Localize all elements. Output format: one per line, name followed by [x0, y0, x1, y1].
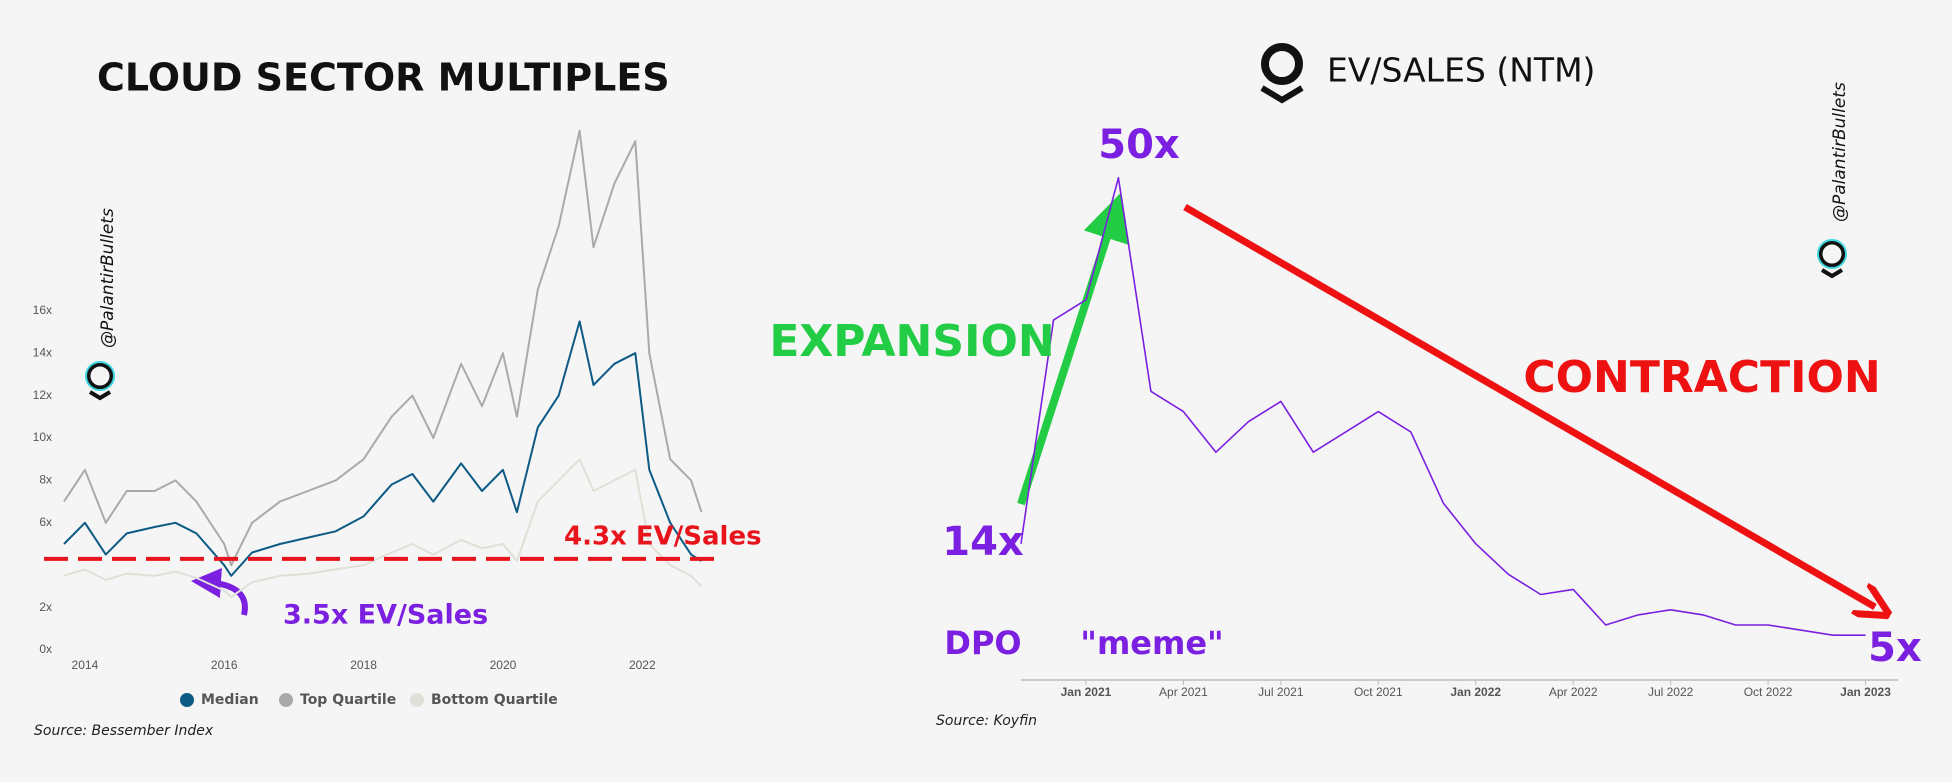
legend-label: Bottom Quartile — [431, 692, 558, 708]
watermark: @PalantirBullets — [1830, 82, 1850, 222]
legend-marker — [180, 693, 194, 707]
annotation: 5x — [1868, 625, 1922, 671]
source: Source: Koyfin — [936, 713, 1037, 729]
annotation: 14x — [942, 519, 1024, 565]
legend-marker — [410, 693, 424, 707]
x-tick-label: Apr 2021 — [1159, 685, 1208, 699]
series-line — [63, 458, 703, 598]
legend-label: Top Quartile — [300, 692, 396, 708]
y-tick-label: 14x — [33, 345, 52, 359]
legend-label: Median — [201, 692, 259, 708]
series-line — [1020, 177, 1866, 636]
annotation: DPO — [944, 624, 1021, 662]
watermark-icon — [1817, 239, 1847, 279]
reference-label: 4.3x EV/Sales — [564, 521, 762, 551]
watermark: @PalantirBullets — [98, 208, 118, 348]
annotation: EXPANSION — [769, 316, 1054, 367]
x-tick-label: Oct 2022 — [1744, 685, 1793, 699]
x-tick-label: 2022 — [629, 658, 656, 672]
x-tick-label: Oct 2021 — [1354, 685, 1403, 699]
y-tick-label: 6x — [39, 515, 52, 529]
source: Source: Bessember Index — [34, 723, 214, 739]
x-tick-label: 2020 — [490, 658, 517, 672]
y-tick-label: 10x — [33, 430, 52, 444]
y-tick-label: 12x — [33, 388, 52, 402]
x-tick-label: Jul 2022 — [1648, 685, 1694, 699]
x-tick-label: Jan 2023 — [1840, 685, 1891, 699]
x-tick-label: 2016 — [211, 658, 238, 672]
y-tick-label: 0x — [39, 642, 52, 656]
annotation: CONTRACTION — [1523, 352, 1880, 403]
annotation: 3.5x EV/Sales — [283, 600, 488, 631]
x-tick-label: Jan 2022 — [1450, 685, 1501, 699]
annotation: "meme" — [1080, 624, 1223, 662]
logo — [1260, 43, 1304, 104]
legend-marker — [279, 693, 293, 707]
x-tick-label: Jan 2021 — [1061, 685, 1112, 699]
x-tick-label: Apr 2022 — [1549, 685, 1598, 699]
expansion-arrow — [1017, 192, 1130, 506]
left-title: CLOUD SECTOR MULTIPLES — [97, 56, 670, 100]
annotation: 50x — [1098, 122, 1180, 168]
watermark-icon — [85, 361, 115, 401]
right-title: EV/SALES (NTM) — [1327, 51, 1595, 90]
y-tick-label: 8x — [39, 473, 52, 487]
y-tick-label: 2x — [39, 600, 52, 614]
x-tick-label: Jul 2021 — [1258, 685, 1304, 699]
contraction-arrow — [1183, 203, 1875, 607]
x-tick-label: 2018 — [350, 658, 377, 672]
series-line — [63, 320, 703, 577]
y-tick-label: 16x — [33, 303, 52, 317]
x-tick-label: 2014 — [72, 658, 99, 672]
series-line — [63, 129, 703, 567]
